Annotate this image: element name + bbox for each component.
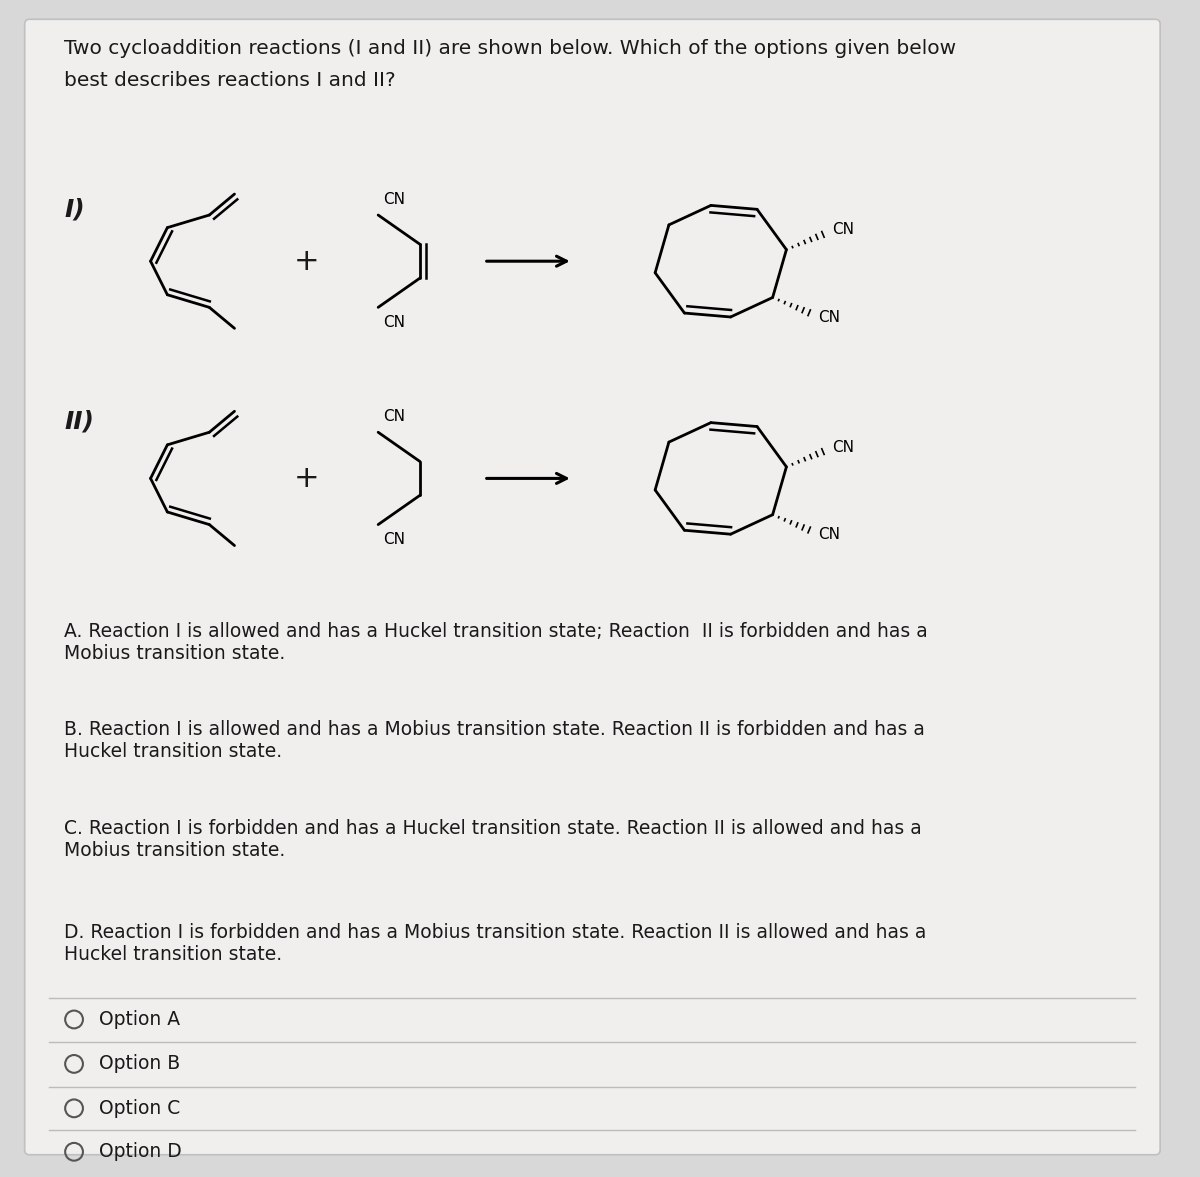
Text: D. Reaction I is forbidden and has a Mobius transition state. Reaction II is all: D. Reaction I is forbidden and has a Mob…: [64, 923, 926, 964]
Text: +: +: [293, 247, 319, 275]
Text: Two cycloaddition reactions (I and II) are shown below. Which of the options giv: Two cycloaddition reactions (I and II) a…: [64, 39, 956, 58]
Text: Option C: Option C: [98, 1099, 180, 1118]
Text: CN: CN: [383, 315, 406, 331]
Text: best describes reactions I and II?: best describes reactions I and II?: [64, 71, 396, 89]
Text: +: +: [293, 464, 319, 493]
Text: Option D: Option D: [98, 1143, 181, 1162]
Text: CN: CN: [832, 222, 854, 238]
Text: C. Reaction I is forbidden and has a Huckel transition state. Reaction II is all: C. Reaction I is forbidden and has a Huc…: [64, 819, 922, 860]
Text: CN: CN: [383, 192, 406, 207]
Text: CN: CN: [818, 310, 840, 325]
Text: Option A: Option A: [98, 1010, 180, 1029]
Text: CN: CN: [832, 439, 854, 454]
Text: Option B: Option B: [98, 1055, 180, 1073]
Text: I): I): [64, 197, 85, 221]
FancyBboxPatch shape: [25, 19, 1160, 1155]
Text: CN: CN: [383, 532, 406, 547]
Text: CN: CN: [383, 410, 406, 425]
Text: B. Reaction I is allowed and has a Mobius transition state. Reaction II is forbi: B. Reaction I is allowed and has a Mobiu…: [64, 720, 925, 762]
Text: A. Reaction I is allowed and has a Huckel transition state; Reaction  II is forb: A. Reaction I is allowed and has a Hucke…: [64, 621, 928, 663]
Text: CN: CN: [818, 527, 840, 541]
Text: II): II): [64, 410, 94, 433]
